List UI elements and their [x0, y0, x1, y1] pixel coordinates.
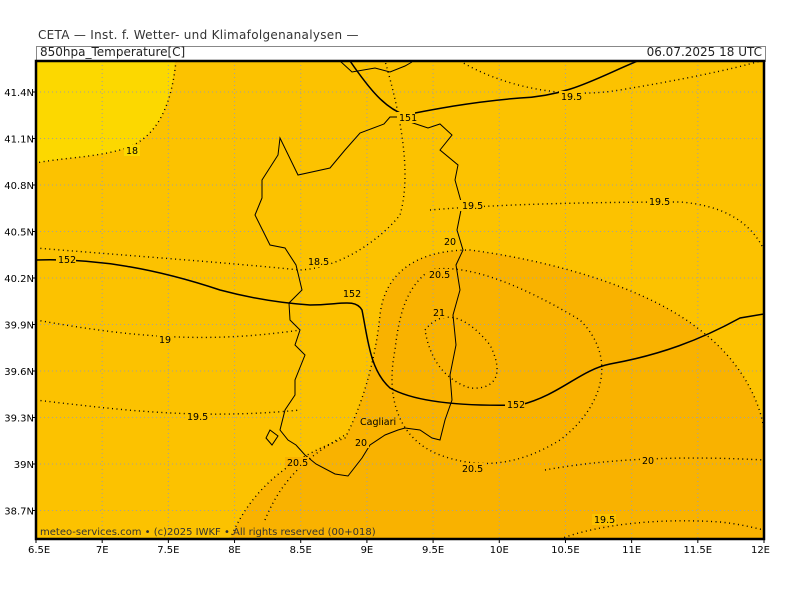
parameter-label: 850hpa_Temperature[C]: [40, 45, 186, 59]
isotherm-18: [36, 61, 177, 164]
label-20-5-west: 20.5: [287, 458, 308, 469]
label-19-5-west: 19.5: [187, 412, 208, 423]
band-18: [36, 61, 175, 163]
city-label-cagliari: Cagliari: [360, 417, 396, 428]
lon-label: 12E: [751, 545, 770, 556]
map-frame: [34, 59, 766, 541]
coast-corsica: [339, 61, 413, 73]
coastline: [254, 61, 464, 477]
geopotential-contours: [36, 61, 764, 407]
valid-time-label: 06.07.2025 18 UTC: [646, 45, 762, 59]
copyright-footer: meteo-services.com • (c)2025 IWKF • All …: [40, 527, 376, 538]
lon-label: 10.5E: [551, 545, 580, 556]
label-19-5-east: 19.5: [649, 197, 670, 208]
chart-title: CETA — Inst. f. Wetter- und Klimafolgena…: [38, 28, 359, 42]
label-19-5-south: 19.5: [594, 515, 615, 526]
label-geopotential-152-mid: 152: [343, 289, 361, 300]
lon-label: 9E: [361, 545, 374, 556]
lat-label: 41.1N: [4, 135, 34, 146]
label-19-5-north: 19.5: [561, 92, 582, 103]
lat-label: 40.5N: [4, 228, 34, 239]
lat-label: 39.9N: [4, 321, 34, 332]
lon-label: 7E: [96, 545, 109, 556]
lat-label: 39.6N: [4, 367, 34, 378]
label-20-south: 20: [355, 438, 367, 449]
label-geopotential-152-west: 152: [58, 255, 76, 266]
label-18-5: 18.5: [308, 257, 329, 268]
lon-label: 6.5E: [28, 545, 50, 556]
lat-label: 39.3N: [4, 414, 34, 425]
geopotential-151: [349, 61, 640, 116]
label-20-north: 20: [444, 237, 456, 248]
coast-sant-antioco: [265, 429, 279, 446]
geopotential-152: [36, 259, 764, 407]
label-19-5-coast: 19.5: [462, 201, 483, 212]
lon-label: 11.5E: [684, 545, 713, 556]
lat-label: 39N: [14, 460, 34, 471]
band-20-5: [230, 250, 764, 539]
label-geopotential-152-east: 152: [507, 400, 525, 411]
label-geopotential-151: 151: [399, 113, 417, 124]
lon-label: 8E: [228, 545, 241, 556]
latitude-axis: 41.4N 41.1N 40.8N 40.5N 40.2N 39.9N 39.6N 39.3N…: [4, 88, 36, 518]
lat-lon-grid: [36, 61, 764, 539]
lon-label: 9.5E: [422, 545, 444, 556]
isotherm-19: [36, 319, 301, 339]
label-19: 19: [159, 335, 171, 346]
lon-label: 7.5E: [157, 545, 179, 556]
lon-label: 10E: [490, 545, 509, 556]
contour-labels: 18 18.5 19 19.5 19.5 19.5 19.5 19.5 20 2…: [56, 91, 671, 526]
lat-label: 41.4N: [4, 88, 34, 99]
isotherm-20: [229, 249, 764, 539]
coast-sardinia: [254, 116, 464, 477]
label-20-east: 20: [642, 456, 654, 467]
isotherm-21: [424, 316, 498, 389]
lat-label: 40.8N: [4, 181, 34, 192]
label-21: 21: [433, 308, 445, 319]
lon-label: 8.5E: [290, 545, 312, 556]
label-20-5-south: 20.5: [462, 464, 483, 475]
lat-label: 38.7N: [4, 507, 34, 518]
label-18: 18: [126, 146, 138, 157]
lat-label: 40.2N: [4, 274, 34, 285]
isotherm-19-5-west: [36, 399, 301, 415]
lon-label: 11E: [622, 545, 641, 556]
label-20-5-north: 20.5: [429, 270, 450, 281]
longitude-axis: 6.5E 7E 7.5E 8E 8.5E 9E 9.5E 10E 10.5E 11E 11.5E 12…: [28, 539, 770, 556]
shaded-field: [36, 61, 764, 539]
isotherm-19-5-mid: [429, 201, 764, 251]
